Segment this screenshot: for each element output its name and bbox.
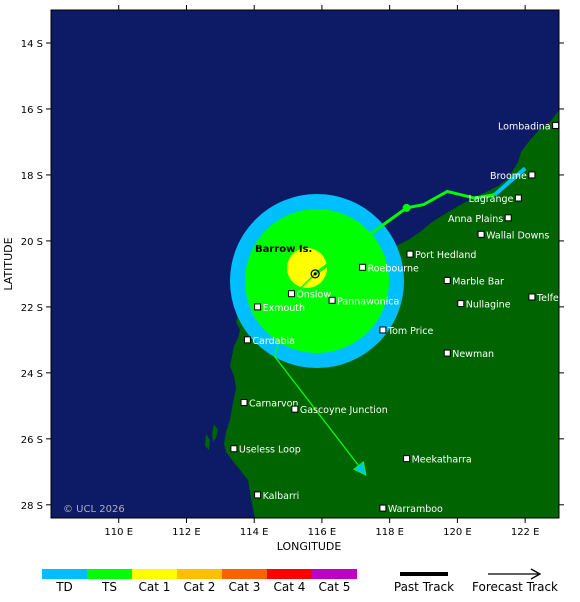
past-track-td-segment	[493, 166, 527, 197]
legend-label-cat-1: Cat 1	[139, 580, 171, 594]
town-marker	[528, 171, 536, 179]
town-label: Marble Bar	[452, 276, 504, 287]
legend-label-cat-2: Cat 2	[184, 580, 216, 594]
town-marker	[254, 491, 262, 499]
x-axis-label: LONGITUDE	[277, 540, 342, 553]
town-marker	[254, 303, 262, 311]
town-marker	[477, 230, 485, 238]
lon-tick-label: 118 E	[375, 527, 404, 538]
town-label: Broome	[490, 171, 527, 182]
town-marker	[406, 250, 414, 258]
lat-tick-label: 14 S	[21, 39, 43, 50]
town-label: Exmouth	[263, 303, 305, 314]
town-marker	[528, 293, 536, 301]
land-shark-bay-peninsula	[212, 424, 218, 442]
town-marker	[240, 399, 248, 407]
town-marker	[443, 276, 451, 284]
town-label: Kalbarri	[263, 491, 300, 502]
town-marker	[379, 504, 387, 512]
legend: TD TS Cat 1 Cat 2 Cat 3 Cat 4 Cat 5 Past Track F…	[42, 568, 558, 594]
legend-label-cat-4: Cat 4	[274, 580, 306, 594]
town-label: Cardabia	[252, 336, 295, 347]
map-plot-area: Lombadina Broome Lagrange Anna Plains Wallal…	[51, 10, 563, 518]
legend-label-cat-5: Cat 5	[319, 580, 351, 594]
legend-past-track-label: Past Track	[394, 580, 454, 594]
legend-swatch-ts	[87, 569, 132, 579]
lat-tick-label: 26 S	[21, 435, 43, 446]
town-marker	[552, 121, 559, 129]
town-label: Anna Plains	[448, 214, 503, 225]
town-label: Port Hedland	[415, 250, 476, 261]
past-track-fix-point	[402, 203, 411, 212]
town-marker	[243, 336, 251, 344]
town-marker	[457, 300, 465, 308]
town-label: Warramboo	[388, 504, 443, 515]
lat-tick-label: 22 S	[21, 303, 43, 314]
lat-tick-label: 28 S	[21, 501, 43, 512]
legend-forecast-track-label: Forecast Track	[472, 580, 558, 594]
tick-layer: 14 S 16 S 18 S 20 S 22 S 24 S 26 S 28 S 110 E 112…	[21, 5, 564, 538]
legend-label-cat-3: Cat 3	[229, 580, 261, 594]
land-dirk-hartog	[205, 434, 210, 450]
town-label: Pannawonica	[337, 296, 399, 307]
town-label: Lombadina	[498, 121, 551, 132]
legend-swatch-cat-2	[177, 569, 222, 579]
forecast-track-line	[273, 273, 367, 476]
lat-tick-label: 24 S	[21, 369, 43, 380]
storm-center-dot	[313, 272, 317, 276]
town-marker	[403, 455, 411, 463]
lat-tick-label: 18 S	[21, 171, 43, 182]
lon-tick-label: 122 E	[511, 527, 540, 538]
legend-swatch-cat-1	[132, 569, 177, 579]
town-marker	[230, 445, 238, 453]
town-marker	[287, 290, 295, 298]
plot-frame	[50, 9, 560, 519]
town-label: Lagrange	[469, 194, 514, 205]
town-layer: Lombadina Broome Lagrange Anna Plains Wallal…	[230, 121, 563, 515]
lat-tick-label: 20 S	[21, 237, 43, 248]
island-label: Barrow Is.	[255, 244, 312, 255]
forecast-track-arrowhead	[352, 461, 367, 477]
town-marker	[328, 296, 336, 304]
town-label: Useless Loop	[239, 445, 301, 456]
lon-tick-label: 112 E	[172, 527, 201, 538]
legend-swatch-cat-3	[222, 569, 267, 579]
town-marker	[514, 194, 522, 202]
lon-tick-label: 110 E	[104, 527, 133, 538]
town-marker	[379, 326, 387, 334]
lat-tick-label: 16 S	[21, 105, 43, 116]
lon-tick-label: 114 E	[240, 527, 269, 538]
town-label: Newman	[452, 349, 494, 360]
town-label: Meekatharra	[412, 455, 472, 466]
past-track-ts-segment	[314, 189, 495, 276]
town-marker	[291, 405, 299, 413]
town-label: Gascoyne Junction	[300, 405, 388, 416]
town-marker	[359, 263, 367, 271]
town-marker	[504, 214, 512, 222]
town-label: Tom Price	[387, 326, 434, 337]
copyright-text: © UCL 2026	[63, 504, 125, 515]
town-label: Onslow	[296, 290, 331, 301]
y-axis-label: LATITUDE	[2, 237, 15, 290]
storm-center-marker	[310, 269, 320, 279]
legend-swatch-cat-4	[267, 569, 312, 579]
lon-tick-label: 116 E	[308, 527, 337, 538]
legend-label-td: TD	[55, 580, 73, 594]
legend-label-ts: TS	[101, 580, 117, 594]
town-label: Nullagine	[466, 300, 511, 311]
track-layer	[273, 166, 527, 477]
town-marker	[443, 349, 451, 357]
town-label: Wallal Downs	[486, 230, 549, 241]
town-label: Roebourne	[368, 263, 419, 274]
legend-forecast-arrow-icon	[530, 568, 542, 580]
town-label: Telfer	[536, 293, 563, 304]
legend-swatch-cat-5	[312, 569, 357, 579]
legend-swatch-td	[42, 569, 87, 579]
lon-tick-label: 120 E	[443, 527, 472, 538]
town-label: Carnarvon	[249, 399, 298, 410]
